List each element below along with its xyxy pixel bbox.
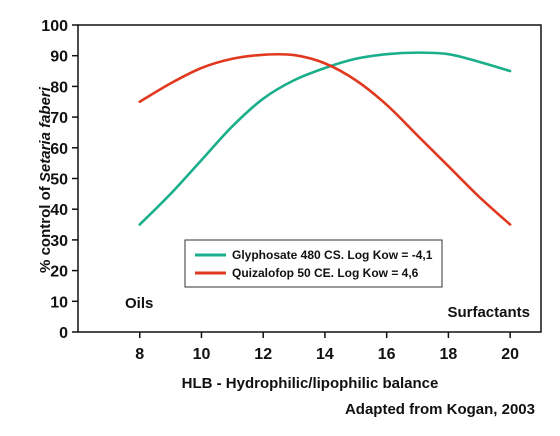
legend-label-quizalofop: Quizalofop 50 CE. Log Kow = 4,6 (232, 266, 419, 280)
y-tick-label: 10 (50, 294, 68, 311)
series-lines (138, 51, 512, 226)
y-tick-label: 70 (50, 110, 68, 127)
series-line-quizalofop (138, 52, 512, 226)
legend-box (184, 239, 443, 288)
source-note: Adapted from Kogan, 2003 (345, 401, 535, 418)
y-tick-label: 80 (50, 79, 68, 96)
y-axis-label-italic: Setaria faberi (37, 86, 54, 182)
y-tick-label: 20 (50, 264, 68, 281)
y-tick-label: 40 (50, 202, 68, 219)
x-tick-label: 20 (501, 346, 519, 363)
y-tick-label: 30 (50, 233, 68, 250)
x-tick-label: 8 (135, 346, 144, 363)
x-tick-label: 18 (440, 346, 458, 363)
y-tick-label: 90 (50, 49, 68, 66)
y-tick-label: 0 (59, 325, 68, 342)
y-tick-label: 50 (50, 172, 68, 189)
y-axis-ticks: 0 10 20 30 40 50 60 70 80 90 100 (41, 18, 78, 342)
x-tick-label: 12 (254, 346, 272, 363)
y-axis-label: % control of Setaria faberi (37, 86, 54, 273)
legend-label-glyphosate: Glyphosate 480 CS. Log Kow = -4,1 (232, 248, 433, 262)
x-tick-label: 14 (316, 346, 334, 363)
legend: Glyphosate 480 CS. Log Kow = -4,1 Quizal… (184, 239, 443, 288)
y-axis-label-prefix: % control of (37, 182, 54, 273)
x-tick-label: 16 (378, 346, 396, 363)
y-tick-label: 100 (41, 18, 68, 35)
x-axis-label: HLB - Hydrophilic/lipophilic balance (182, 375, 439, 392)
x-axis-ticks: 8 10 12 14 16 18 20 (135, 332, 519, 363)
y-tick-label: 60 (50, 141, 68, 158)
series-line-glyphosate (138, 51, 512, 226)
x-tick-label: 10 (193, 346, 211, 363)
annotation-surfactants: Surfactants (447, 304, 530, 321)
annotation-oils: Oils (125, 295, 153, 312)
